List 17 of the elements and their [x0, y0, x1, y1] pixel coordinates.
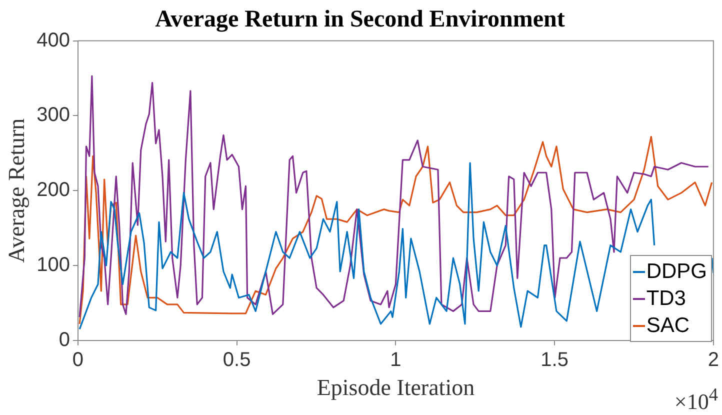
x-tick-label: 2 — [708, 348, 719, 371]
x-tick-label: 0 — [72, 348, 84, 371]
y-tick-label: 0 — [58, 328, 70, 351]
y-tick-label: 300 — [36, 104, 70, 126]
legend-label: DDPG — [646, 259, 707, 285]
legend-label: TD3 — [646, 286, 686, 312]
text: ×10$^{4}$ — [674, 384, 718, 414]
chart-title: Average Return in Second Environment — [155, 6, 565, 33]
y-tick-label: 400 — [36, 29, 70, 52]
legend-label: SAC — [646, 313, 690, 339]
x-axis-title: Episode Iteration — [316, 375, 476, 400]
y-tick-label: 200 — [36, 179, 70, 202]
y-tick-label: 100 — [36, 254, 70, 276]
y-axis-title: Average Return — [4, 118, 29, 263]
x-tick-label: 1 — [390, 348, 402, 371]
x-tick-label: 1.5 — [540, 348, 568, 371]
x-tick-label: 0.5 — [222, 348, 251, 371]
